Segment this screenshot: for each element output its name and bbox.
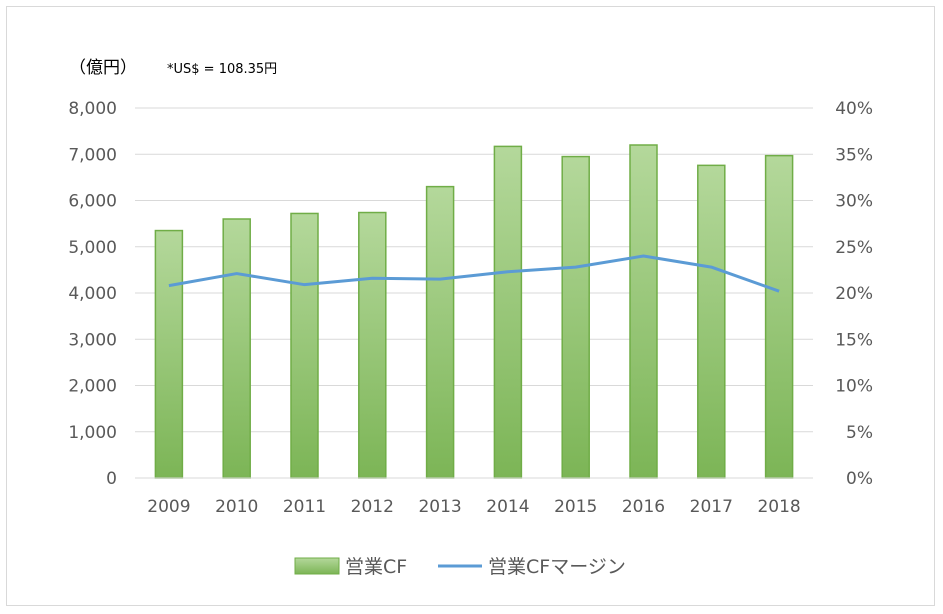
x-tick-label: 2009 [147, 497, 190, 517]
exchange-rate-note: *US$ = 108.35円 [167, 62, 277, 77]
bar-2013 [425, 185, 455, 479]
chart-frame: 0 0% 1,000 5% 2,000 10% 3,000 15% 4,000 20% 5,000 2… [6, 6, 935, 606]
bar-2014 [493, 145, 523, 479]
y-left-tick-label: 6,000 [68, 192, 117, 212]
legend-bar-swatch [294, 557, 340, 575]
y-left-tick-label: 7,000 [68, 145, 117, 165]
legend-label-bar: 営業CF [345, 556, 407, 578]
y-left-tick-label: 3,000 [68, 330, 117, 350]
y-right-tick-label: 35% [835, 145, 873, 165]
line-series [168, 254, 780, 293]
y-right-tick-label: 30% [835, 192, 873, 212]
axes: 0 0% 1,000 5% 2,000 10% 3,000 15% 4,000 20% 5,000 2… [68, 99, 873, 517]
x-tick-label: 2017 [690, 497, 733, 517]
bar-2010 [222, 218, 251, 479]
bar-2009 [154, 229, 184, 479]
x-tick-label: 2010 [215, 497, 258, 517]
y-left-tick-label: 4,000 [68, 284, 117, 304]
y-left-tick-label: 5,000 [68, 238, 117, 258]
margin-line [168, 254, 780, 293]
x-tick-label: 2014 [486, 497, 529, 517]
y-right-tick-label: 15% [835, 330, 873, 350]
bar-2012 [358, 211, 387, 479]
x-tick-label: 2013 [418, 497, 461, 517]
y-left-tick-label: 1,000 [68, 423, 117, 443]
bar-series [154, 144, 794, 479]
y-right-tick-label: 40% [835, 99, 873, 119]
bar-2015 [561, 155, 590, 479]
y-right-tick-label: 20% [835, 284, 873, 304]
bar-2017 [697, 164, 726, 479]
y-left-tick-label: 0 [106, 469, 117, 489]
bar-2016 [629, 144, 658, 479]
legend: 営業CF 営業CFマージン [294, 556, 626, 578]
legend-label-line: 営業CFマージン [488, 556, 626, 578]
y-right-tick-label: 25% [835, 238, 873, 258]
y-right-tick-label: 5% [846, 423, 873, 443]
x-tick-label: 2018 [757, 497, 800, 517]
bar-2011 [290, 212, 319, 479]
x-tick-label: 2011 [283, 497, 326, 517]
unit-label: （億円） [69, 58, 137, 78]
x-tick-label: 2012 [351, 497, 394, 517]
y-right-tick-label: 0% [846, 469, 873, 489]
x-tick-label: 2015 [554, 497, 597, 517]
bar-2018 [764, 154, 794, 479]
combo-chart: 0 0% 1,000 5% 2,000 10% 3,000 15% 4,000 20% 5,000 2… [68, 58, 873, 578]
y-right-tick-label: 10% [835, 377, 873, 397]
x-tick-label: 2016 [622, 497, 665, 517]
y-left-tick-label: 2,000 [68, 377, 117, 397]
y-left-tick-label: 8,000 [68, 99, 117, 119]
